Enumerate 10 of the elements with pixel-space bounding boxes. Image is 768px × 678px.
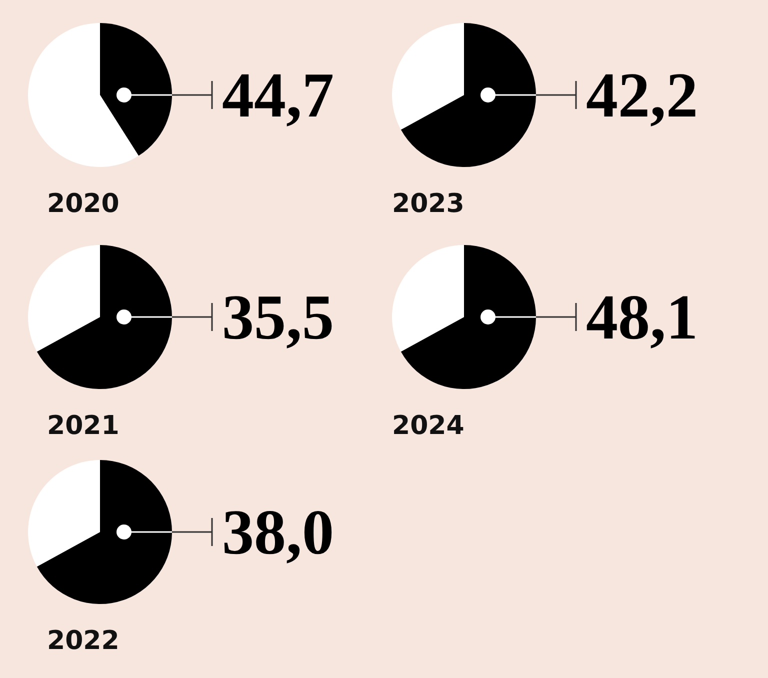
- text: 38,0: [222, 496, 334, 568]
- text: 2022: [47, 626, 120, 656]
- text: 2024: [392, 411, 464, 441]
- text: 48,1: [586, 282, 698, 352]
- text: 44,7: [222, 60, 334, 130]
- text: 42,2: [586, 60, 698, 130]
- text: 2021: [47, 411, 120, 441]
- text: 2020: [47, 189, 120, 219]
- text: 2023: [392, 189, 464, 219]
- text: 35,5: [222, 282, 334, 352]
